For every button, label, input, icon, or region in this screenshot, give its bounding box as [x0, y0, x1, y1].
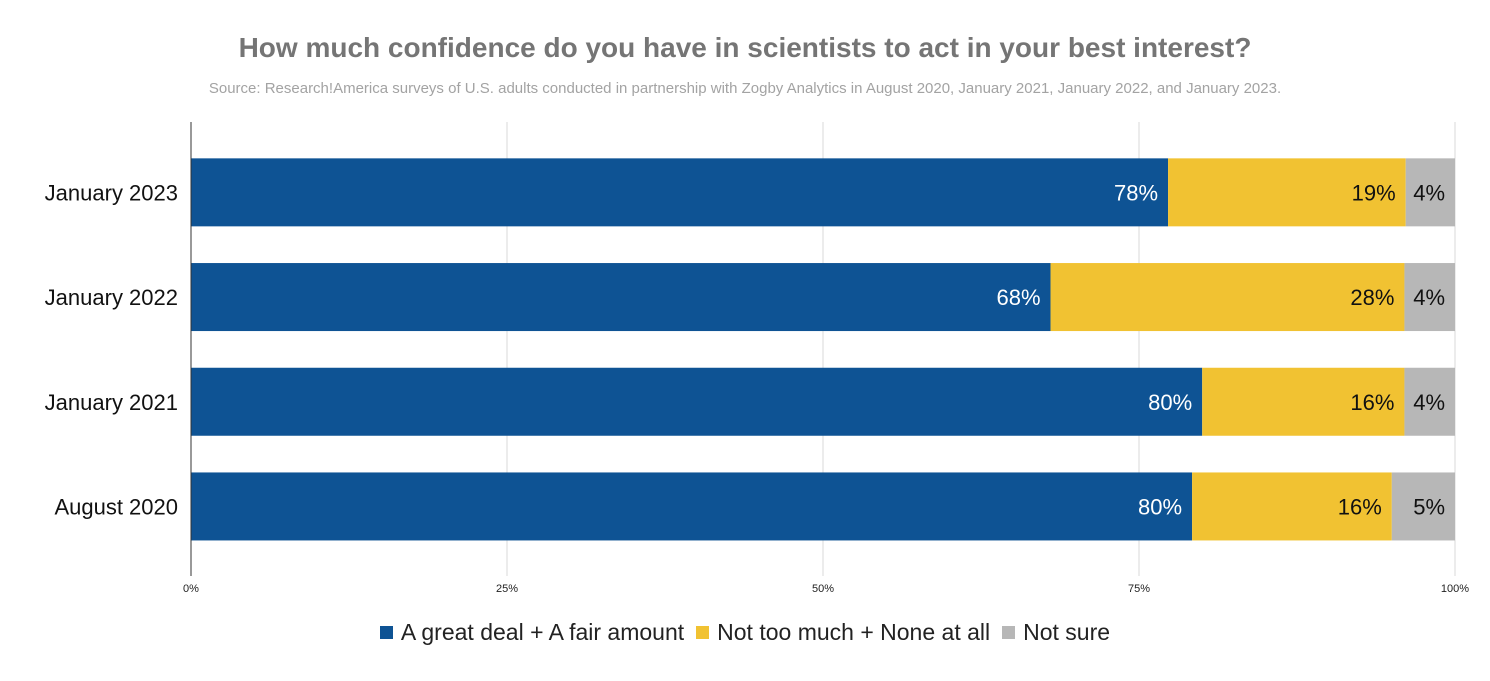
- data-label: 78%: [1114, 180, 1158, 205]
- bar-segment: [191, 263, 1051, 332]
- chart-title: How much confidence do you have in scien…: [238, 32, 1252, 63]
- category-label: August 2020: [54, 494, 178, 519]
- bar-segment: [1404, 367, 1455, 436]
- bar-segment: [1168, 158, 1406, 227]
- legend-swatch: [379, 626, 393, 639]
- data-label: 80%: [1148, 390, 1192, 415]
- bar-segment: [1404, 263, 1455, 332]
- axes: 0% 25% 50% 75% 100% January 2023 January 2022 J…: [45, 122, 1469, 595]
- bar-segment: [1202, 367, 1405, 436]
- x-tick-label: 75%: [1128, 583, 1150, 595]
- data-label: 19%: [1352, 180, 1396, 205]
- data-label: 16%: [1350, 390, 1394, 415]
- bar-segment: [191, 158, 1169, 227]
- data-label: 28%: [1350, 285, 1394, 310]
- data-label: 68%: [996, 285, 1040, 310]
- legend-item: A great deal + A fair amount: [379, 619, 685, 646]
- data-label: 4%: [1413, 285, 1445, 310]
- category-label: January 2021: [45, 390, 178, 415]
- data-label: 4%: [1413, 180, 1445, 205]
- x-tick-label: 0%: [183, 583, 199, 595]
- bar-segment: [191, 367, 1203, 436]
- legend-swatch: [1002, 626, 1016, 639]
- bar-segment: [191, 472, 1193, 541]
- bar-segment: [1192, 472, 1392, 541]
- bar-segment: [1391, 472, 1455, 541]
- category-label: January 2023: [45, 180, 178, 205]
- bars: [191, 158, 1455, 541]
- data-label: 16%: [1338, 494, 1382, 519]
- legend-item: Not sure: [1002, 619, 1110, 646]
- x-tick-label: 25%: [496, 583, 518, 595]
- data-labels: 78% 19% 4% 68% 28% 4% 80% 16% 4% 80% 16% 5%: [996, 180, 1445, 519]
- data-label: 80%: [1138, 494, 1182, 519]
- x-tick-label: 100%: [1441, 583, 1469, 595]
- x-tick-label: 50%: [812, 583, 834, 595]
- category-label: January 2022: [45, 285, 178, 310]
- data-label: 4%: [1413, 390, 1445, 415]
- bar-segment: [1050, 263, 1405, 332]
- bar-segment: [1405, 158, 1455, 227]
- legend-swatch: [696, 626, 710, 639]
- chart-subtitle: Source: Research!America surveys of U.S.…: [208, 80, 1282, 97]
- data-label: 5%: [1413, 494, 1445, 519]
- legend-label: Not sure: [1023, 619, 1111, 645]
- legend-label: A great deal + A fair amount: [400, 619, 685, 645]
- legend-label: Not too much + None at all: [717, 619, 991, 645]
- legend: A great deal + A fair amount Not too much…: [0, 619, 1490, 646]
- legend-item: Not too much + None at all: [696, 619, 990, 646]
